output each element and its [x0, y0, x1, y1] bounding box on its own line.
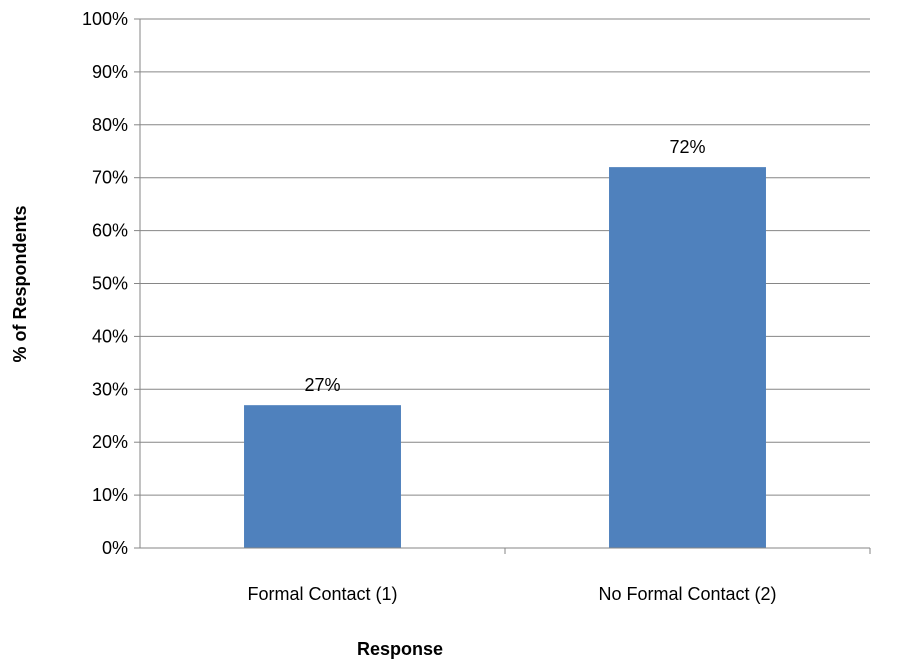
- bar: [244, 405, 401, 548]
- x-axis-title: Response: [357, 639, 443, 659]
- bar: [609, 167, 766, 548]
- y-tick-label: 100%: [82, 9, 128, 29]
- x-category-label: No Formal Contact (2): [598, 584, 776, 604]
- y-tick-label: 30%: [92, 379, 128, 399]
- y-axis-title: % of Respondents: [10, 205, 30, 362]
- y-tick-label: 50%: [92, 274, 128, 294]
- y-tick-label: 60%: [92, 221, 128, 241]
- labels: Formal Contact (1) 27% No Formal Contact (…: [247, 137, 776, 604]
- y-axis-ticks: 0% 10% 20% 30% 40% 50% 60% 70% 80% 90% 100%: [82, 9, 140, 558]
- y-tick-label: 90%: [92, 62, 128, 82]
- y-tick-label: 80%: [92, 115, 128, 135]
- y-tick-label: 0%: [102, 538, 128, 558]
- y-tick-label: 70%: [92, 168, 128, 188]
- data-label: 72%: [669, 137, 705, 157]
- y-tick-label: 40%: [92, 326, 128, 346]
- y-tick-label: 10%: [92, 485, 128, 505]
- x-category-label: Formal Contact (1): [247, 584, 397, 604]
- data-label: 27%: [304, 375, 340, 395]
- bars: [244, 167, 766, 548]
- axes: [139, 19, 871, 554]
- y-tick-label: 20%: [92, 432, 128, 452]
